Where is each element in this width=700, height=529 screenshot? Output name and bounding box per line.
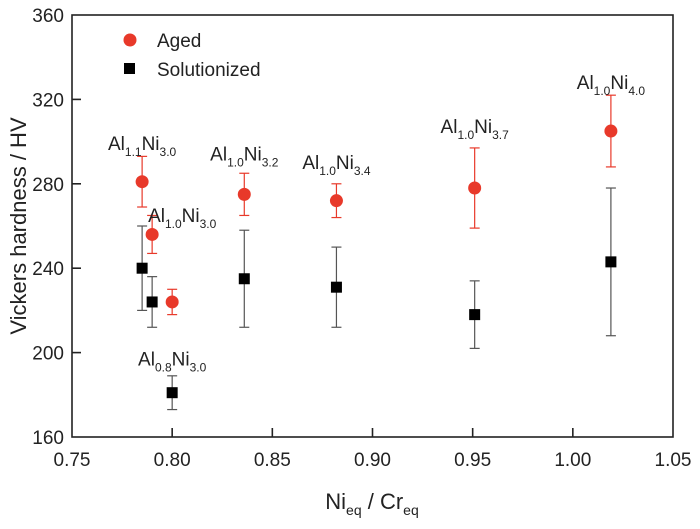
aged-point — [145, 227, 159, 241]
composition-label: Al1.0Ni3.2 — [210, 145, 279, 170]
composition-label: Al0.8Ni3.0 — [138, 349, 207, 374]
composition-element: Ni — [336, 153, 354, 174]
composition-subscript: 1.0 — [165, 217, 182, 231]
aged-point — [329, 194, 343, 208]
x-title-ni: Ni — [325, 489, 346, 514]
composition-subscript: 3.7 — [492, 128, 509, 142]
composition-element: Ni — [474, 117, 492, 138]
y-tick-label: 320 — [32, 90, 64, 111]
legend: Aged Solutionized — [123, 31, 261, 81]
y-axis-title: Vickers hardness / HV — [6, 117, 31, 335]
composition-element: Ni — [610, 73, 628, 94]
composition-subscript: 3.0 — [160, 145, 177, 159]
composition-subscript: 1.0 — [594, 84, 611, 98]
ticks-layer: 0.75 0.80 0.85 0.90 0.95 1.00 1.05 160 200 240 280… — [32, 6, 691, 471]
legend-marker-solutionized — [124, 63, 135, 74]
x-tick-label: 0.80 — [154, 450, 191, 471]
y-tick-label: 240 — [32, 259, 64, 280]
aged-point — [135, 175, 149, 189]
legend-marker-aged — [123, 33, 137, 47]
composition-subscript: 1.1 — [125, 145, 142, 159]
y-tick-label: 200 — [32, 344, 64, 365]
composition-label: Al1.0Ni3.7 — [441, 117, 510, 142]
aged-point — [604, 124, 618, 138]
composition-subscript: 3.2 — [262, 156, 279, 170]
solutionized-point — [605, 256, 617, 268]
composition-label: Al1.1Ni3.0 — [108, 134, 177, 159]
aged-point — [165, 295, 179, 309]
composition-element: Ni — [172, 349, 190, 370]
composition-label: Al1.0Ni3.4 — [302, 153, 371, 178]
composition-subscript: 3.0 — [200, 217, 217, 231]
solutionized-point — [166, 387, 178, 399]
x-tick-label: 0.75 — [54, 450, 91, 471]
aged-point — [468, 181, 482, 195]
legend-label-aged: Aged — [157, 31, 201, 52]
composition-subscript: 3.4 — [354, 164, 371, 178]
x-title-sub1: eq — [346, 502, 362, 518]
solutionized-point — [330, 281, 342, 293]
composition-element: Al — [441, 117, 458, 138]
composition-subscript: 1.0 — [227, 156, 244, 170]
x-title-mid: / Cr — [362, 489, 404, 514]
solutionized-point — [238, 273, 250, 285]
x-tick-label: 1.05 — [655, 450, 692, 471]
composition-element: Al — [577, 73, 594, 94]
legend-label-solutionized: Solutionized — [157, 60, 261, 81]
composition-element: Al — [148, 206, 165, 227]
x-title-sub2: eq — [403, 502, 419, 518]
composition-label: Al1.0Ni4.0 — [577, 73, 646, 98]
x-axis-title: Nieq / Creq — [325, 489, 419, 518]
composition-element: Ni — [142, 134, 160, 155]
composition-subscript: 4.0 — [628, 84, 645, 98]
solutionized-point — [136, 262, 148, 274]
composition-element: Al — [302, 153, 319, 174]
marks-layer — [135, 94, 618, 411]
composition-element: Al — [210, 145, 227, 166]
y-tick-label: 280 — [32, 175, 64, 196]
composition-element: Al — [108, 134, 125, 155]
solutionized-point — [146, 296, 158, 308]
x-tick-label: 0.95 — [454, 450, 491, 471]
x-tick-label: 0.85 — [254, 450, 291, 471]
composition-subscript: 3.0 — [190, 360, 207, 374]
composition-element: Al — [138, 349, 155, 370]
composition-element: Ni — [244, 145, 262, 166]
solutionized-point — [469, 309, 481, 321]
composition-element: Ni — [182, 206, 200, 227]
composition-label: Al1.0Ni3.0 — [148, 206, 217, 231]
x-tick-label: 0.90 — [354, 450, 391, 471]
y-tick-label: 360 — [32, 6, 64, 27]
y-tick-label: 160 — [32, 428, 64, 449]
composition-subscript: 1.0 — [319, 164, 336, 178]
composition-subscript: 1.0 — [457, 128, 474, 142]
x-tick-label: 1.00 — [554, 450, 591, 471]
aged-point — [237, 187, 251, 201]
composition-subscript: 0.8 — [155, 360, 172, 374]
